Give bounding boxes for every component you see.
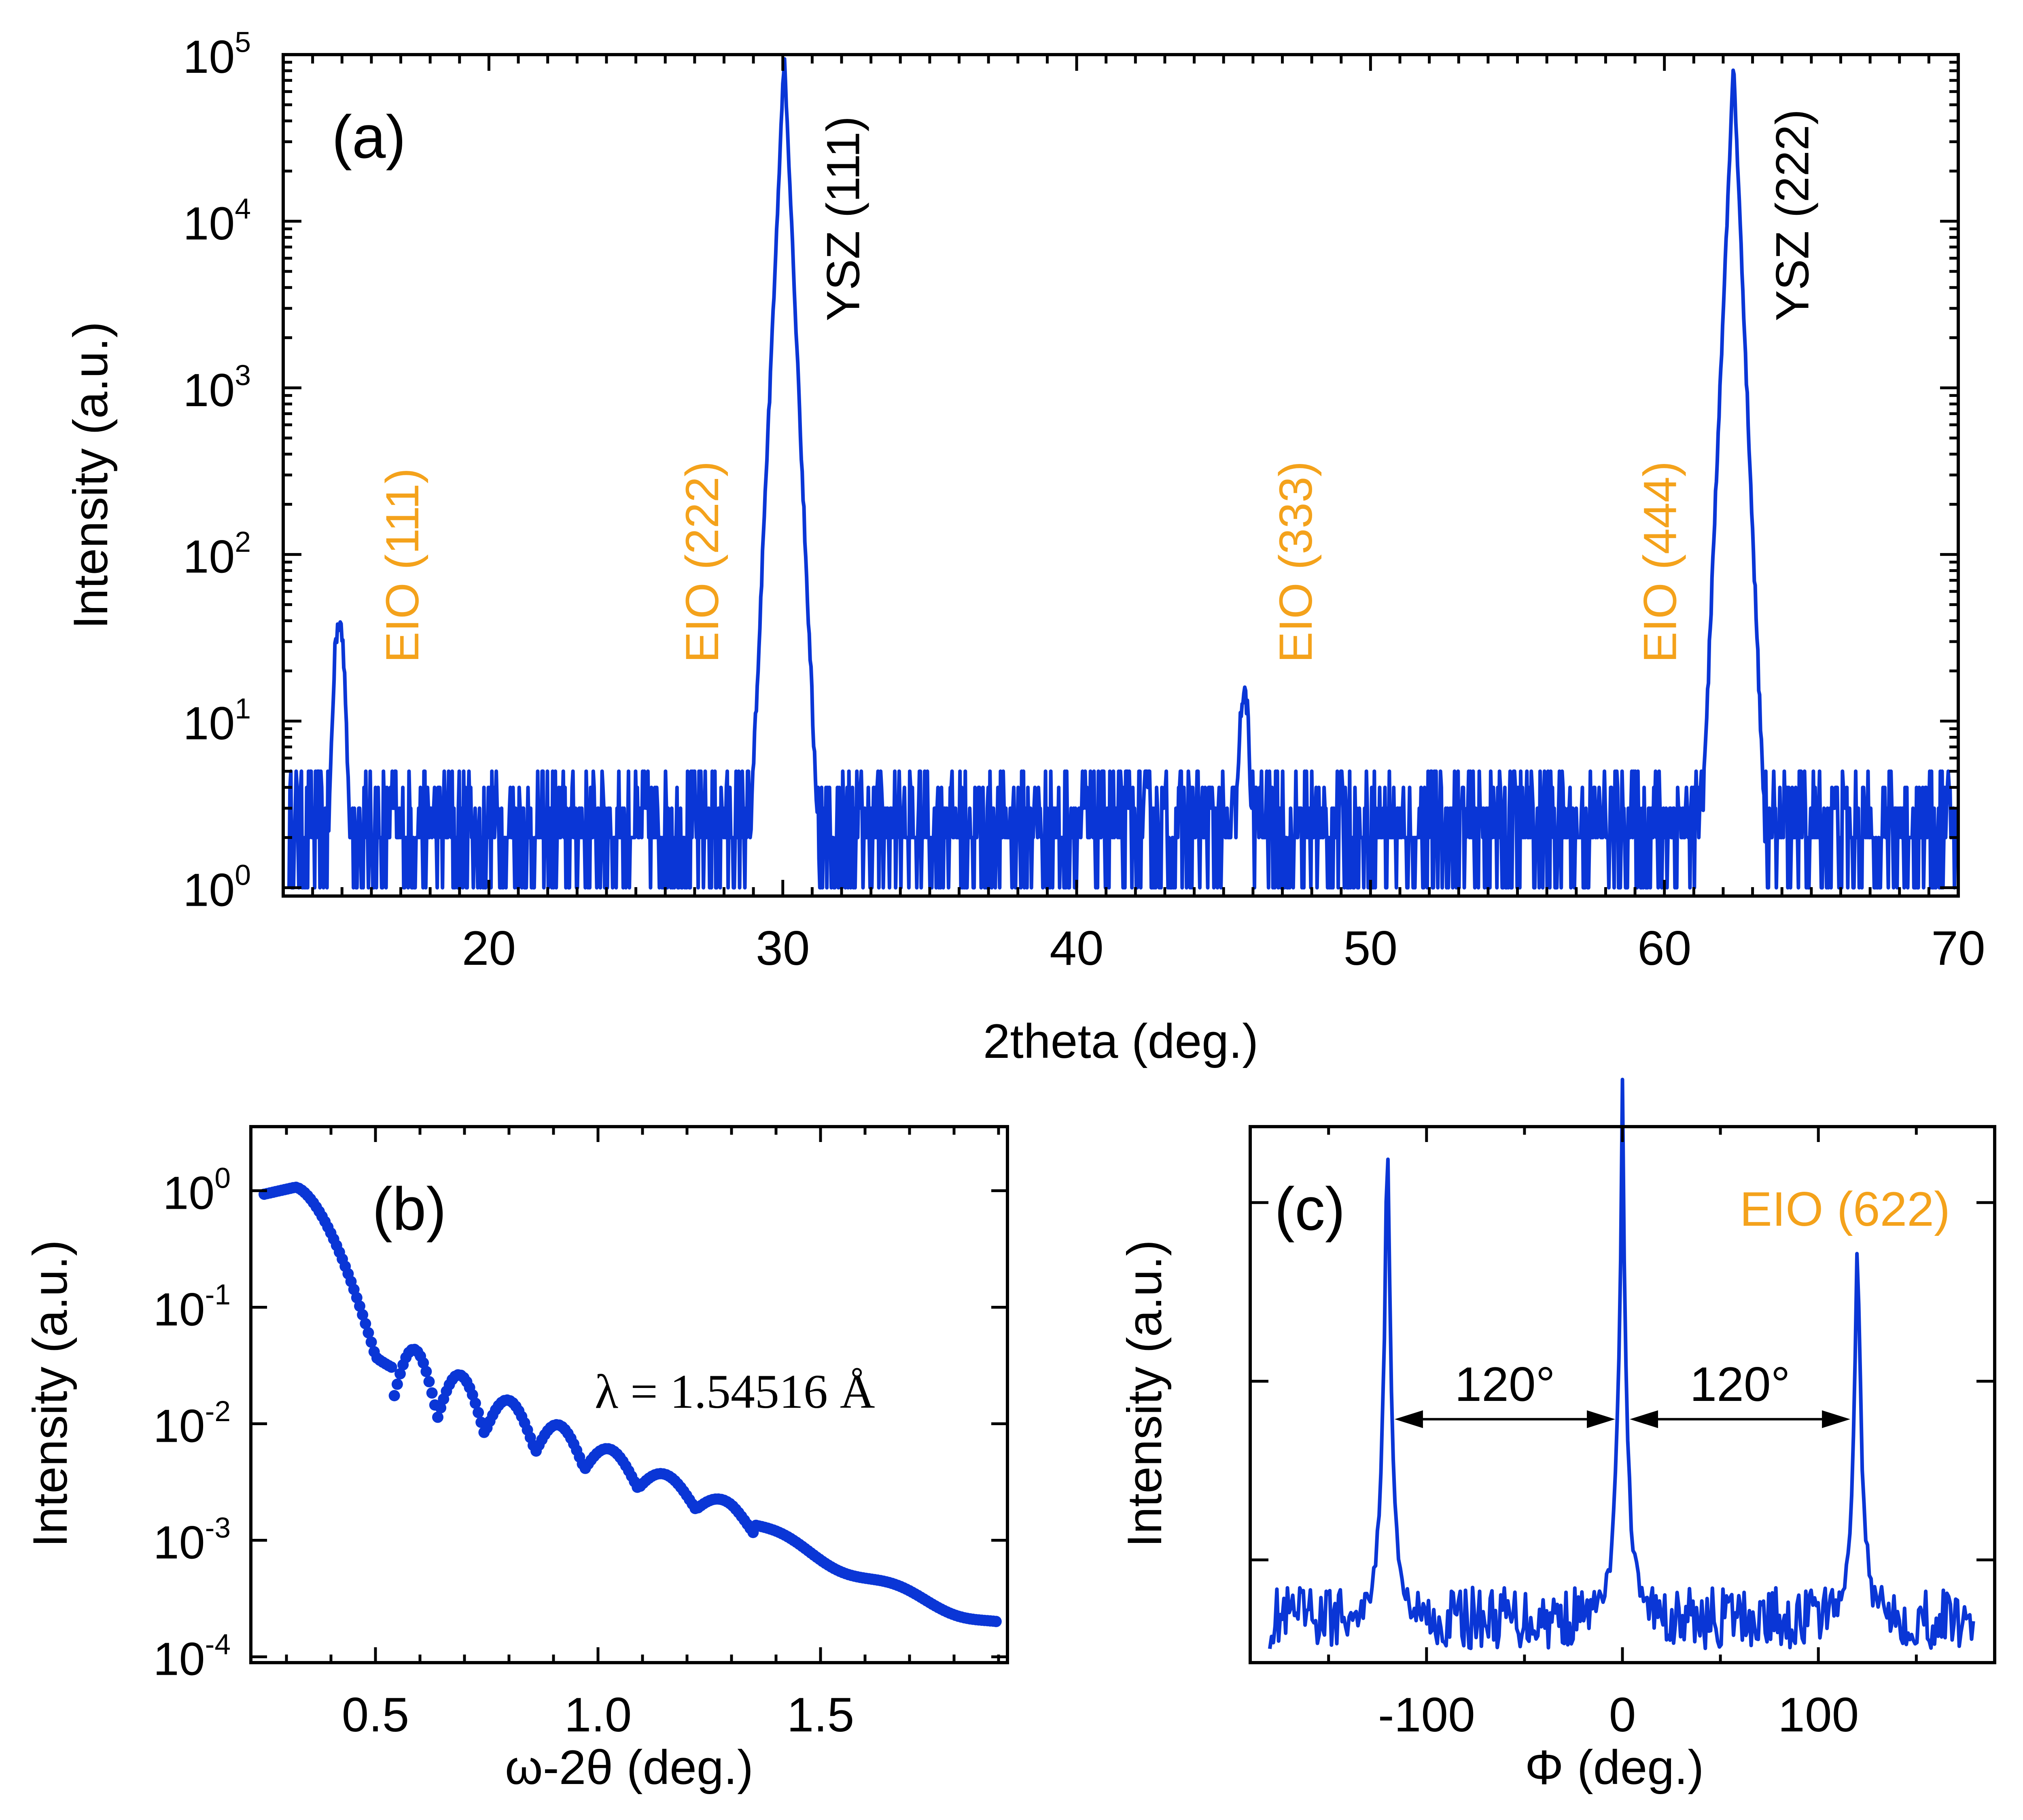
panel-a-annotations: EIO (111) EIO (222) EIO (333) EIO (444) YSZ … xyxy=(377,109,1818,663)
panel-a-xrd-trace xyxy=(287,57,1958,890)
panel-b-y-tick-label: 10-3 xyxy=(153,1512,231,1569)
panel-b-y-axis-label: Intensity (a.u.) xyxy=(23,1240,77,1547)
panel-b-x-tick-label: 1.5 xyxy=(787,1688,855,1742)
panel-b-data-point xyxy=(386,1361,397,1373)
panel-b-data-point xyxy=(365,1336,377,1348)
panel-a-x-tick-label: 40 xyxy=(1050,921,1103,975)
panel-b-y-tick-label: 10-2 xyxy=(153,1395,231,1452)
panel-b-data-point xyxy=(435,1402,447,1414)
panel-a-peak-annotation: EIO (444) xyxy=(1635,461,1686,663)
panel-b-data-point xyxy=(357,1309,369,1321)
panel-c-y-axis-label: Intensity (a.u.) xyxy=(1118,1240,1172,1547)
panel-a-ticks xyxy=(283,53,1960,896)
panel-b-data-point xyxy=(418,1357,429,1369)
panel-b: 0.5 1.0 1.5 100 10-1 10-2 10-3 10-4 (b) λ = 1.… xyxy=(23,1125,1009,1795)
panel-b-data-point xyxy=(388,1390,400,1401)
panel-a-x-tick-label: 50 xyxy=(1344,921,1397,975)
panel-a-y-tick-label: 102 xyxy=(183,526,251,583)
panel-b-data-point xyxy=(432,1411,443,1423)
panel-b-data-point xyxy=(423,1376,435,1388)
panel-a-x-tick-label: 70 xyxy=(1931,921,1985,975)
panel-c-arrowhead-left xyxy=(1394,1410,1423,1428)
panel-a-x-tick-label: 20 xyxy=(462,921,516,975)
panel-b-x-axis-label: ω-2θ (deg.) xyxy=(505,1740,753,1795)
panel-b-wavelength-annotation: λ = 1.54516 Å xyxy=(595,1364,875,1418)
panel-a-peak-annotation: EIO (111) xyxy=(377,468,428,663)
panel-a-y-tick-label: 105 xyxy=(183,26,251,83)
panel-b-y-tick-label: 100 xyxy=(163,1162,231,1219)
panel-c-phi-scan-trace xyxy=(1268,1078,1975,1651)
panel-c-arrowhead-right xyxy=(1587,1410,1615,1428)
panel-b-data-point xyxy=(363,1327,374,1339)
panel-a-peak-annotation: EIO (333) xyxy=(1270,461,1322,663)
panel-a-x-tick-label: 60 xyxy=(1637,921,1691,975)
panel-c-x-tick-labels: -100 0 100 xyxy=(1378,1688,1859,1742)
panel-b-frame xyxy=(249,1125,1009,1664)
panel-a-y-tick-label: 100 xyxy=(183,859,251,916)
panel-b-data-point xyxy=(420,1366,432,1377)
panel-a-x-axis-label: 2theta (deg.) xyxy=(983,1014,1258,1068)
panel-b-x-tick-label: 0.5 xyxy=(342,1688,409,1742)
panel-b-x-tick-label: 1.0 xyxy=(564,1688,632,1742)
panel-c: -100 0 100 120° 120° (c) EIO (622) Φ (deg.)… xyxy=(1118,1078,1996,1795)
panel-c-x-tick-label: 0 xyxy=(1609,1688,1636,1742)
panel-c-interval-label: 120° xyxy=(1455,1357,1555,1411)
panel-a-y-tick-label: 104 xyxy=(183,193,251,250)
panel-a-y-tick-label: 101 xyxy=(183,693,251,750)
panel-a-y-tick-labels: 100 101 102 103 104 105 xyxy=(183,26,251,916)
panel-b-data-point xyxy=(360,1318,371,1330)
panel-b-data-point xyxy=(469,1397,481,1409)
panel-c-ticks xyxy=(1250,1127,1995,1663)
panel-c-x-tick-label: -100 xyxy=(1378,1688,1475,1742)
panel-a-label: (a) xyxy=(332,103,406,171)
panel-a: 20 30 40 50 60 70 100 101 102 103 104 105 EIO (111… xyxy=(64,26,1985,1068)
panel-c-interval-label: 120° xyxy=(1690,1357,1790,1411)
panel-a-y-axis-label: Intensity (a.u.) xyxy=(64,322,118,629)
panel-c-arrowhead-left xyxy=(1630,1410,1658,1428)
panel-b-x-tick-labels: 0.5 1.0 1.5 xyxy=(342,1688,855,1742)
panel-b-ticks xyxy=(251,1127,1007,1663)
panel-b-y-tick-label: 10-1 xyxy=(153,1279,231,1336)
panel-b-data-point xyxy=(354,1300,365,1312)
panel-b-y-tick-label: 10-4 xyxy=(153,1628,231,1685)
panel-a-y-tick-label: 103 xyxy=(183,359,251,416)
panel-c-reflection-annotation: EIO (622) xyxy=(1740,1182,1950,1236)
panel-c-arrowhead-right xyxy=(1822,1410,1851,1428)
panel-c-x-axis-label: Φ (deg.) xyxy=(1525,1740,1704,1795)
panel-b-data-point xyxy=(394,1368,406,1379)
panel-b-y-tick-labels: 100 10-1 10-2 10-3 10-4 xyxy=(153,1162,231,1685)
panel-b-data-point xyxy=(473,1407,484,1418)
panel-b-data-point xyxy=(426,1387,438,1399)
panel-b-data-point xyxy=(391,1378,403,1390)
panel-a-x-tick-label: 30 xyxy=(756,921,810,975)
panel-a-peak-annotation: YSZ (222) xyxy=(1767,109,1819,321)
panel-a-peak-annotation: EIO (222) xyxy=(676,461,728,663)
panel-b-data-point xyxy=(990,1616,1002,1627)
panel-a-peak-annotation: YSZ (111) xyxy=(818,116,869,321)
panel-a-x-tick-labels: 20 30 40 50 60 70 xyxy=(462,921,1985,975)
panel-c-interval-arrows: 120° 120° xyxy=(1394,1357,1851,1428)
panel-b-label: (b) xyxy=(372,1175,446,1243)
panel-c-x-tick-label: 100 xyxy=(1778,1688,1859,1742)
panel-c-label: (c) xyxy=(1274,1175,1345,1243)
panel-b-scatter-points xyxy=(259,1182,1002,1627)
